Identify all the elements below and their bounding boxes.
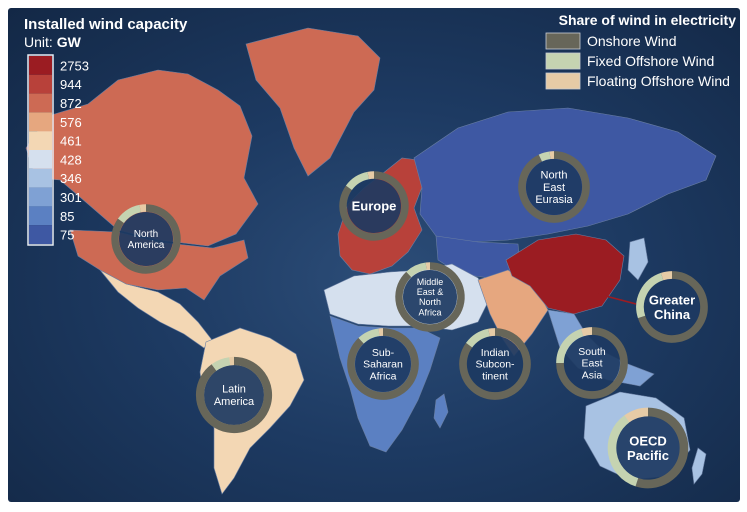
region-ring-indian-subcontinent: Indian Subcon-tinent — [459, 328, 531, 400]
region-shape-canada — [25, 69, 259, 247]
scale-swatch — [29, 74, 52, 94]
scale-label: 428 — [60, 152, 82, 167]
scale-label: 2753 — [60, 58, 89, 73]
floating-offshore-segment — [488, 328, 496, 337]
floating-offshore-segment — [367, 171, 375, 180]
onshore-segment — [637, 271, 708, 343]
region-label: Sub-Saharan Africa — [363, 347, 403, 383]
scale-swatch — [29, 131, 52, 150]
unit-label: Unit: GW — [24, 34, 82, 50]
region-ring-north-america: North America — [111, 204, 181, 274]
ring-center — [467, 336, 523, 392]
region-label: North East Eurasia — [535, 170, 573, 207]
scale-swatch — [29, 150, 52, 169]
fixed-offshore-segment — [358, 328, 380, 344]
scale-label: 576 — [60, 115, 82, 130]
floating-offshore-segment — [139, 204, 147, 213]
region-ring-sub-saharan-africa: Sub-Saharan Africa — [347, 328, 419, 400]
region-label: North America — [128, 229, 165, 251]
region-shape-japan — [627, 237, 649, 281]
onshore-segment — [556, 327, 628, 399]
scale-label: 85 — [60, 209, 74, 224]
onshore-segment — [518, 151, 590, 223]
fixed-offshore-segment — [466, 328, 490, 348]
region-ring-middle-east-north-africa: Middle East & North Africa — [395, 262, 465, 332]
legend-swatch — [545, 72, 581, 90]
region-ring-europe: Europe — [339, 171, 409, 241]
onshore-segment — [635, 407, 689, 489]
ring-center — [347, 179, 401, 233]
ring-center — [526, 159, 582, 215]
region-label: Latin America — [214, 384, 255, 408]
floating-offshore-segment — [624, 407, 649, 423]
region-label: Middle East & North Africa — [417, 277, 444, 317]
fixed-offshore-segment — [211, 357, 231, 371]
scale-swatch — [29, 56, 52, 75]
legend-swatch — [545, 32, 581, 50]
region-ring-greater-china: Greater China — [636, 271, 708, 343]
region-label: South East Asia — [578, 346, 606, 382]
ring-center — [616, 416, 680, 480]
legend-label: Fixed Offshore Wind — [587, 53, 714, 69]
region-label: Indian Subcon-tinent — [475, 347, 515, 383]
scale-label: 944 — [60, 77, 82, 92]
scale-label: 75 — [60, 228, 74, 243]
region-shape-china — [505, 233, 625, 315]
legend-title: Share of wind in electricity — [559, 12, 737, 28]
fixed-offshore-segment — [636, 272, 664, 319]
onshore-segment — [395, 262, 465, 332]
share-legend: Share of wind in electricity Onshore Win… — [545, 12, 737, 90]
scale-frame — [27, 54, 54, 246]
map-frame: Installed wind capacity Unit: GW 2753 944… — [8, 8, 740, 502]
fixed-offshore-segment — [345, 171, 370, 191]
fixed-offshore-segment — [607, 415, 639, 487]
onshore-segment — [339, 171, 409, 241]
scale-swatch — [29, 225, 52, 244]
capacity-scale: Installed wind capacity Unit: GW 2753 944… — [24, 16, 188, 246]
region-shape-madagascar — [433, 393, 449, 429]
scale-label: 461 — [60, 134, 82, 149]
fixed-offshore-segment — [406, 262, 427, 278]
region-label: OECD Pacific — [627, 433, 669, 463]
legend-label: Onshore Wind — [587, 33, 676, 49]
ring-center — [644, 279, 700, 335]
onshore-segment — [347, 328, 419, 400]
scale-label: 301 — [60, 190, 82, 205]
fixed-offshore-segment — [556, 328, 584, 364]
ring-center — [119, 212, 173, 266]
region-shape-greenland — [245, 27, 381, 177]
scale-label: 872 — [60, 96, 82, 111]
region-ring-north-east-eurasia: North East Eurasia — [518, 151, 590, 223]
region-label: Europe — [352, 199, 397, 214]
fixed-offshore-segment — [538, 151, 551, 162]
ring-center — [403, 270, 457, 324]
fixed-offshore-segment — [117, 204, 142, 224]
scale-swatch — [29, 187, 52, 207]
ring-center — [204, 365, 264, 425]
floating-offshore-segment — [580, 327, 593, 337]
scale-label: 346 — [60, 171, 82, 186]
region-ring-latin-america: Latin America — [195, 356, 273, 434]
scale-swatch — [29, 168, 52, 188]
onshore-segment — [195, 356, 273, 434]
region-ring-oecd-pacific: OECD Pacific — [607, 407, 689, 489]
greater-china-leader-line — [597, 293, 637, 305]
map-title: Installed wind capacity — [24, 16, 188, 33]
ring-center — [355, 336, 411, 392]
legend-label: Floating Offshore Wind — [587, 73, 730, 89]
scale-swatch — [29, 93, 52, 113]
floating-offshore-segment — [660, 271, 673, 281]
region-label: Greater China — [649, 292, 695, 322]
region-ring-south-east-asia: South East Asia — [556, 327, 628, 399]
region-shape-nz — [691, 447, 707, 485]
onshore-segment — [111, 204, 181, 274]
ring-center — [564, 335, 620, 391]
onshore-segment — [459, 328, 531, 400]
scale-swatch — [29, 112, 52, 132]
scale-swatch — [29, 206, 52, 226]
world-map: Installed wind capacity Unit: GW 2753 944… — [24, 12, 737, 495]
legend-swatch — [545, 52, 581, 70]
